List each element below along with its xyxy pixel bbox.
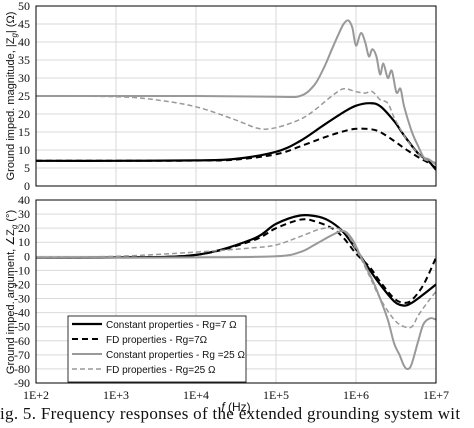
y-tick-label: 50 <box>18 0 30 13</box>
x-tick-label: 1E+2 <box>23 388 49 402</box>
y-tick-label: -60 <box>14 334 30 348</box>
y-tick-label: 30 <box>18 71 30 85</box>
y-tick-label: -90 <box>14 376 30 390</box>
y-tick-label: 40 <box>18 193 30 207</box>
y-tick-label: -40 <box>14 306 30 320</box>
legend-box <box>67 315 247 383</box>
figure-caption: ig. 5. Frequency responses of the extend… <box>0 404 461 423</box>
series-line-2 <box>36 19 436 166</box>
legend-label-1: FD properties - Rg=7Ω <box>106 335 208 346</box>
x-tick-label: 1E+6 <box>343 388 369 402</box>
y-tick-label: 40 <box>18 35 30 49</box>
legend-label-0: Constant properties - Rg=7 Ω <box>106 320 237 331</box>
plot-frame <box>35 5 437 187</box>
y-tick-label: 35 <box>18 53 30 67</box>
y-tick-label: 20 <box>18 221 30 235</box>
y-axis-label: Ground imped. magnitude, |Zg| (Ω) <box>5 12 19 181</box>
y-tick-label: -20 <box>14 277 30 291</box>
series-line-2 <box>36 229 436 371</box>
x-tick-label: 1E+4 <box>183 388 209 402</box>
y-tick-label: 0 <box>24 249 30 263</box>
y-tick-label: 15 <box>18 125 30 139</box>
y-axis-label: Ground imped. argument, ∠Zg (°) <box>5 210 19 374</box>
y-tick-label: 25 <box>18 89 30 103</box>
x-tick-label: 1E+7 <box>423 388 449 402</box>
y-tick-label: 45 <box>18 17 30 31</box>
y-tick-label: -30 <box>14 292 30 306</box>
y-tick-label: 5 <box>24 161 30 175</box>
series-line-1 <box>36 218 436 304</box>
plot-frame <box>35 199 437 384</box>
series-line-3 <box>36 87 436 164</box>
y-tick-label: -80 <box>14 362 30 376</box>
y-tick-label: -70 <box>14 348 30 362</box>
series-line-1 <box>36 127 436 169</box>
y-tick-label: -50 <box>14 320 30 334</box>
y-tick-label: 10 <box>18 235 30 249</box>
legend-label-3: FD properties - Rg=25 Ω <box>106 365 216 376</box>
y-tick-label: 20 <box>18 107 30 121</box>
y-tick-label: 30 <box>18 207 30 221</box>
x-tick-label: 1E+3 <box>103 388 129 402</box>
x-axis-label: f (Hz) <box>221 400 250 414</box>
y-tick-label: -10 <box>14 263 30 277</box>
legend-label-2: Constant properties - Rg =25 Ω <box>106 350 245 361</box>
x-tick-label: 1E+5 <box>263 388 289 402</box>
y-tick-label: 10 <box>18 143 30 157</box>
y-tick-label: 0 <box>24 179 30 193</box>
